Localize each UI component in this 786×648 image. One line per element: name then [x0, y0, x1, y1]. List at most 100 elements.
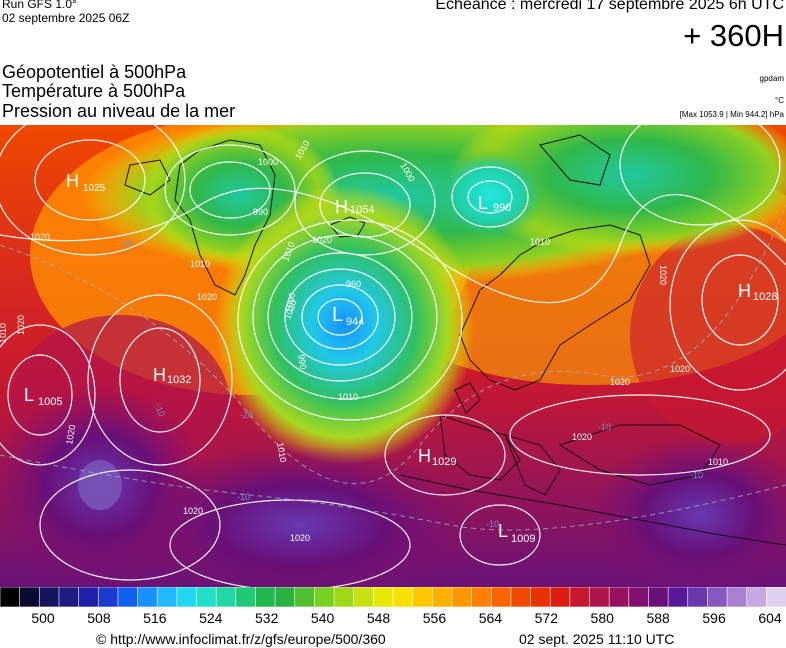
generation-timestamp: 02 sept. 2025 11:10 UTC	[519, 631, 675, 647]
colorbar-swatch	[648, 587, 670, 607]
colorbar-tick-label: 532	[255, 610, 279, 626]
temperature-isolines	[0, 204, 786, 531]
svg-text:L: L	[332, 304, 343, 326]
temperature-label: -10	[598, 422, 611, 432]
colorbar-swatch	[569, 587, 591, 607]
run-date: 02 septembre 2025 06Z	[2, 11, 130, 25]
svg-text:H: H	[335, 197, 348, 217]
title-geopotential: Géopotentiel à 500hPa	[2, 62, 187, 82]
isobar-label: 1020	[670, 364, 690, 374]
isobar-label: 990	[296, 354, 308, 371]
unit-gpdam: gpdam	[759, 74, 784, 83]
colorbar-swatch	[667, 587, 689, 607]
colorbar-tick-label: 548	[366, 610, 391, 626]
temperature-label: -10	[237, 492, 250, 502]
pressure-center: L 990	[478, 193, 511, 214]
isobar-label: 1020	[312, 235, 332, 245]
svg-text:1005: 1005	[38, 396, 62, 408]
title-temperature: Température à 500hPa	[2, 81, 186, 101]
isobar-label: 1010	[338, 392, 358, 402]
credit-link[interactable]: © http://www.infoclimat.fr/z/gfs/europe/…	[96, 631, 386, 647]
colorbar-swatch	[314, 587, 335, 607]
colorbar-swatch	[97, 587, 119, 607]
colorbar-swatch	[78, 587, 100, 607]
colorbar-swatch	[294, 587, 316, 607]
svg-text:1032: 1032	[167, 374, 191, 386]
svg-text:1029: 1029	[432, 456, 456, 468]
colorbar-swatch	[549, 587, 571, 607]
colorbar-swatch	[117, 587, 139, 607]
isobar-label: 1020	[197, 292, 217, 302]
colorbar-swatch	[589, 587, 611, 607]
temperature-labels: -20 -20 -10 -10 -10 -10 -10	[120, 239, 703, 529]
colorbar-tick-label: 588	[646, 610, 670, 626]
colorbar-swatch	[471, 587, 493, 607]
pressure-center: L 1005	[24, 385, 62, 408]
temperature-label: -10	[486, 519, 499, 529]
colorbar-tick-label: 596	[702, 610, 726, 626]
colorbar-swatch	[451, 587, 473, 607]
colorbar-swatch	[726, 587, 748, 607]
temperature-label: -10	[690, 470, 703, 480]
svg-text:H: H	[738, 281, 751, 301]
pressure-center: H 1029	[418, 446, 456, 468]
colorbar-swatch	[333, 587, 355, 607]
svg-text:H: H	[66, 171, 79, 191]
colorbar-swatch	[38, 587, 60, 607]
forecast-map[interactable]: H 1025 H 1054 L 990 L 944 H 1028 H 1032 L 1005 …	[0, 125, 786, 587]
svg-text:944: 944	[346, 316, 364, 328]
colorbar-swatch	[156, 587, 178, 607]
isobar-label: 1020	[610, 377, 630, 387]
isobar-labels: 1000 1010 1000 990 1020 1010 1020 1020 1…	[0, 139, 728, 543]
svg-text:H: H	[418, 446, 431, 466]
svg-text:L: L	[498, 521, 508, 541]
isobar-label: 1020	[64, 424, 77, 445]
colorbar-tick-label: 564	[478, 610, 503, 626]
isobar-label: 1020	[183, 506, 203, 516]
temperature-field	[0, 125, 786, 587]
isobar-label: 990	[253, 207, 268, 217]
colorbar-swatch	[196, 587, 218, 607]
colorbar-swatch	[176, 587, 198, 607]
colorbar-swatch	[490, 587, 512, 607]
colorbar-tick-label: 524	[199, 610, 223, 626]
colorbar-swatch	[373, 587, 394, 607]
colorbar-swatch	[687, 587, 709, 607]
isobar-label: 1020	[572, 432, 592, 442]
pressure-center: L 1009	[498, 521, 535, 545]
svg-text:H: H	[153, 365, 166, 385]
isobar-label: 1000	[284, 292, 297, 313]
pressure-centers: H 1025 H 1054 L 990 L 944 H 1028 H 1032 L 1005 …	[24, 171, 777, 545]
isobar-label: 960	[346, 279, 361, 289]
colorbar-swatch	[628, 587, 650, 607]
svg-text:1009: 1009	[511, 533, 535, 545]
colorbar-tick-label: 508	[87, 610, 111, 626]
isobars	[0, 125, 786, 587]
colorbar	[0, 587, 786, 607]
colorbar-swatch	[510, 587, 532, 607]
svg-text:1025: 1025	[83, 183, 106, 194]
colorbar-swatch	[215, 587, 237, 607]
isobar-label: 1010	[275, 442, 288, 463]
colorbar-tick-label: 604	[758, 610, 782, 626]
colorbar-swatch	[19, 587, 41, 607]
isobar-label: 1010	[530, 237, 550, 247]
colorbar-swatch	[137, 587, 159, 607]
pressure-center: L 944	[332, 304, 364, 328]
colorbar-tick-label: 556	[422, 610, 447, 626]
pressure-max-min: [Max 1053.9 | Min 944.2] hPa	[679, 110, 784, 119]
colorbar-swatch	[0, 587, 21, 607]
colorbar-swatch	[392, 587, 414, 607]
temperature-label: -20	[240, 410, 253, 420]
coastlines	[124, 134, 786, 546]
colorbar-tick-label: 572	[534, 610, 558, 626]
svg-text:L: L	[24, 385, 34, 405]
isobar-label: 1020	[290, 533, 310, 543]
svg-text:990: 990	[493, 202, 511, 214]
temperature-label: -20	[120, 239, 133, 249]
isobar-label: 1000	[258, 157, 278, 167]
svg-text:1028: 1028	[753, 291, 777, 303]
colorbar-tick-label: 540	[310, 610, 335, 626]
pressure-center: H 1032	[153, 365, 191, 386]
colorbar-swatch	[707, 587, 728, 607]
